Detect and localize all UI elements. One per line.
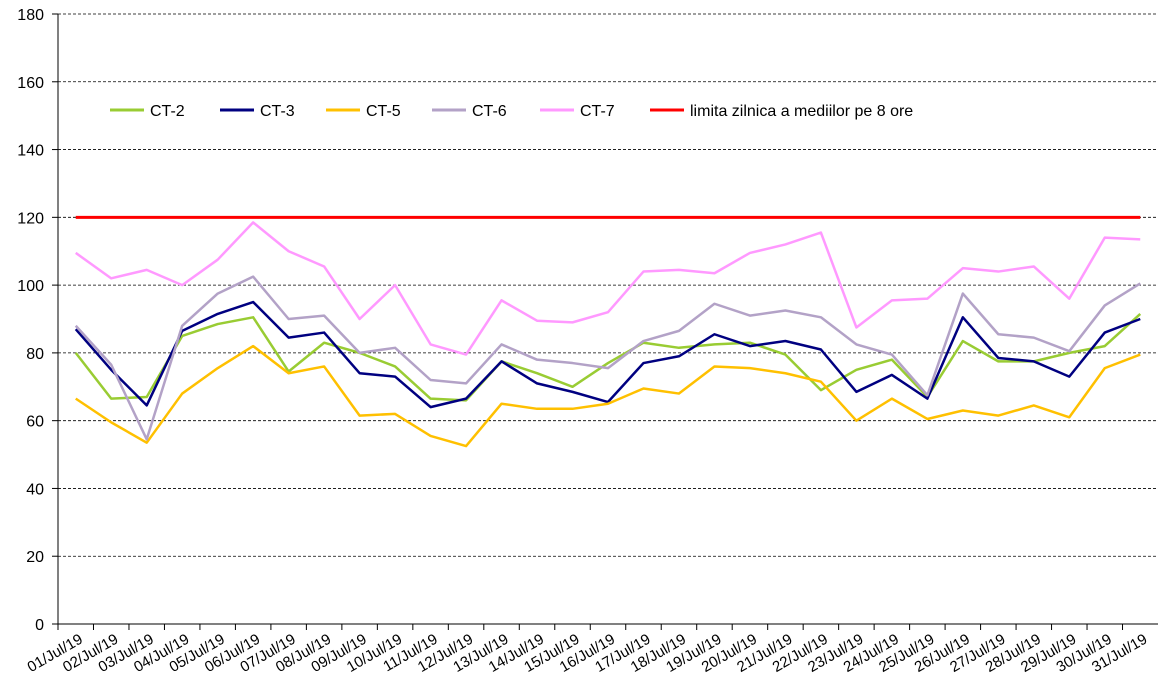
series-line <box>74 312 1142 402</box>
series-line <box>74 275 1141 441</box>
series-line <box>75 221 1141 356</box>
y-tick-label: 80 <box>26 346 44 363</box>
y-tick-label: 0 <box>35 617 44 634</box>
y-tick-label: 180 <box>17 7 44 24</box>
legend-label: CT-5 <box>366 103 401 120</box>
legend-label: CT-2 <box>150 103 185 120</box>
y-tick-label: 140 <box>17 143 44 160</box>
y-tick-label: 100 <box>17 278 44 295</box>
y-tick-label: 60 <box>26 414 44 431</box>
legend-label: CT-7 <box>580 103 615 120</box>
legend-label: limita zilnica a mediilor pe 8 ore <box>690 103 913 120</box>
y-tick-label: 160 <box>17 75 44 92</box>
y-tick-label: 40 <box>26 481 44 498</box>
y-tick-label: 120 <box>17 210 44 227</box>
legend-label: CT-3 <box>260 103 295 120</box>
series-line <box>74 300 1141 409</box>
y-tick-label: 20 <box>26 549 44 566</box>
legend-label: CT-6 <box>472 103 507 120</box>
series-line <box>75 344 1141 448</box>
